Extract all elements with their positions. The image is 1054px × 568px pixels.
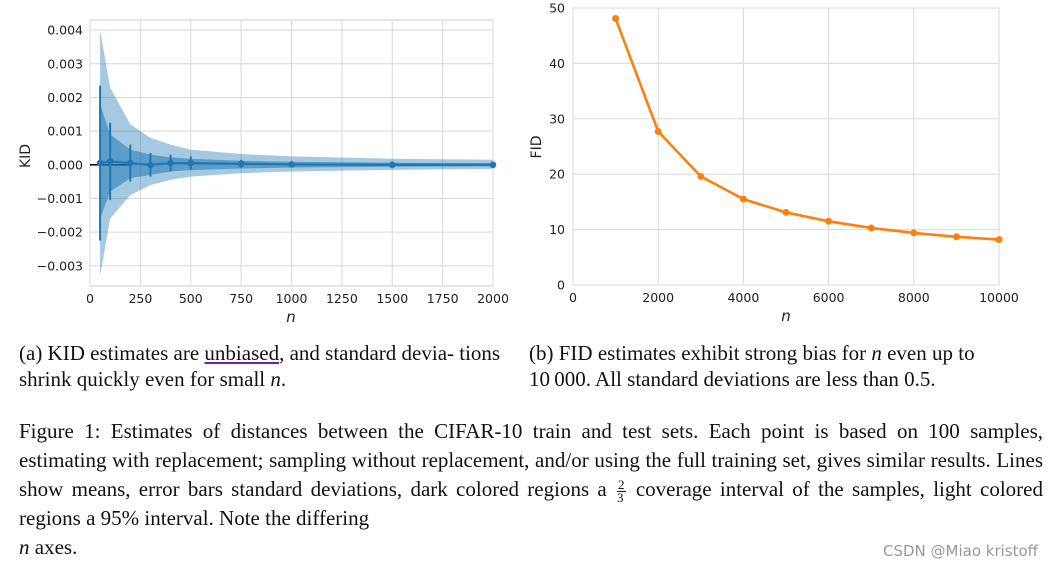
kid-tick-labels: 0 250 500 750 1000 1250 1500 1750 2000 −0.003 −0.0… [37,23,509,306]
kid-y-tick-label: 0.003 [47,56,83,71]
kid-y-tick-label: 0.004 [47,23,83,38]
subcaption-a-text: (a) KID estimates are [19,341,205,365]
fid-tick-labels: 0 2000 4000 6000 8000 10000 0 10 20 30 40 50 [549,1,1019,306]
fid-x-tick-label: 0 [569,290,577,305]
kid-mean-point [288,161,295,168]
fid-y-tick-label: 20 [549,167,565,182]
fid-plot-area [572,7,1000,286]
fid-x-tick-label: 2000 [642,290,674,305]
kid-mean-point [127,159,134,167]
kid-x-axis-label: n [286,308,296,326]
figure-caption-text-2: coverage interval of the samples, light … [19,477,1043,530]
fid-y-tick-label: 50 [549,1,565,16]
subcaption-b-text: (b) FID estimates exhibit strong bias fo… [529,341,872,365]
fid-y-tick-label: 40 [549,56,565,71]
fid-y-axis-label: FID [529,136,545,159]
fid-mean-path [614,18,1000,241]
kid-y-tick-label: 0.001 [47,124,83,139]
kid-x-tick-label: 1500 [376,291,408,306]
fid-mean-point [612,15,620,23]
kid-y-axis-label: KID [18,144,34,168]
fid-y-tick-label: 0 [557,278,565,293]
kid-y-tick-label: −0.003 [37,258,83,273]
fid-mean-line [612,15,1003,244]
kid-x-tick-label: 0 [86,291,94,306]
fid-x-tick-label: 8000 [898,290,930,305]
subcaption-b: (b) FID estimates exhibit strong bias fo… [529,340,1049,392]
kid-mean-point [147,161,154,169]
fid-chart: 0 2000 4000 6000 8000 10000 0 10 20 30 40 50 FID n [529,1,1019,326]
fid-y-tick-label: 10 [549,222,565,237]
fraction-denominator: 3 [617,489,624,505]
kid-mean-path [99,160,493,166]
fid-mean-point [867,224,875,232]
subcaption-a: (a) KID estimates are unbiased, and stan… [19,340,514,392]
fid-mean-point [782,208,790,216]
subcaption-a-end: . [280,367,287,391]
kid-x-tick-label: 1750 [427,291,459,306]
fid-mean-point [654,128,662,136]
subcaption-b-text-3: . All standard deviations are less than [585,367,905,391]
kid-mean-point [489,161,497,169]
fid-mean-point [697,172,705,180]
kid-mean-line [96,158,497,169]
fid-mean-point [825,217,833,225]
subcaption-a-text-2: , and standard devia- tions shrink quick… [19,341,501,391]
fid-x-tick-label: 4000 [727,290,759,305]
kid-mean-point [167,159,174,167]
kid-y-tick-label: 0.002 [47,90,83,105]
figure-caption-text-4: axes. [29,535,78,559]
figure-canvas: 0 250 500 750 1000 1250 1500 1750 2000−0.003−0.0… [18,1,1019,327]
subcaption-b-end: . [930,367,936,391]
fid-x-tick-label: 10000 [979,290,1019,305]
kid-x-tick-label: 500 [179,291,203,306]
kid-y-tick-label: 0.000 [47,157,83,172]
figure-caption-text: Figure 1: Estimates of distances between… [19,419,1043,501]
fid-mean-point [952,233,960,241]
kid-x-tick-label: 2000 [477,291,509,306]
kid-mean-point [237,160,245,168]
subcaption-b-number: 10 000 [529,367,586,391]
kid-y-tick-label: −0.001 [37,191,83,206]
kid-mean-point [96,159,104,167]
kid-chart: 0 250 500 750 1000 1250 1500 1750 2000 −0.003 −0.0… [18,19,509,326]
kid-dark-band [100,104,493,219]
kid-x-tick-label: 1000 [276,291,308,306]
fid-x-tick-label: 6000 [813,290,845,305]
subcaption-a-underlined: unbiased [204,341,280,365]
subcaption-b-math: n [871,341,882,365]
kid-bands [100,30,493,276]
kid-x-tick-label: 250 [128,291,152,306]
kid-x-tick-label: 1250 [326,291,358,306]
kid-y-tick-label: −0.002 [37,225,83,240]
fid-mean-point [910,229,918,237]
kid-light-band [100,30,493,276]
fraction-numerator: 2 [617,476,626,492]
figure-caption: Figure 1: Estimates of distances between… [19,417,1043,562]
subcaption-a-math: n [270,367,281,391]
fid-mean-point [739,195,747,203]
kid-mean-point [388,161,396,169]
kid-x-tick-label: 750 [229,291,253,306]
figure-caption-text-3: interval. Note the differing [139,506,370,530]
subcaption-b-value: 0.5 [904,367,931,391]
watermark: CSDN @Miao kristoff [882,542,1038,560]
fid-x-axis-label: n [781,307,791,325]
kid-mean-point [106,158,114,165]
figure-caption-math: n [19,535,30,559]
fid-y-tick-label: 30 [549,111,565,126]
fid-mean-point [995,236,1003,244]
subcaption-b-text-2: even up to [881,341,975,365]
kid-mean-point [187,159,195,167]
figure-caption-percent: 95% [100,506,140,530]
